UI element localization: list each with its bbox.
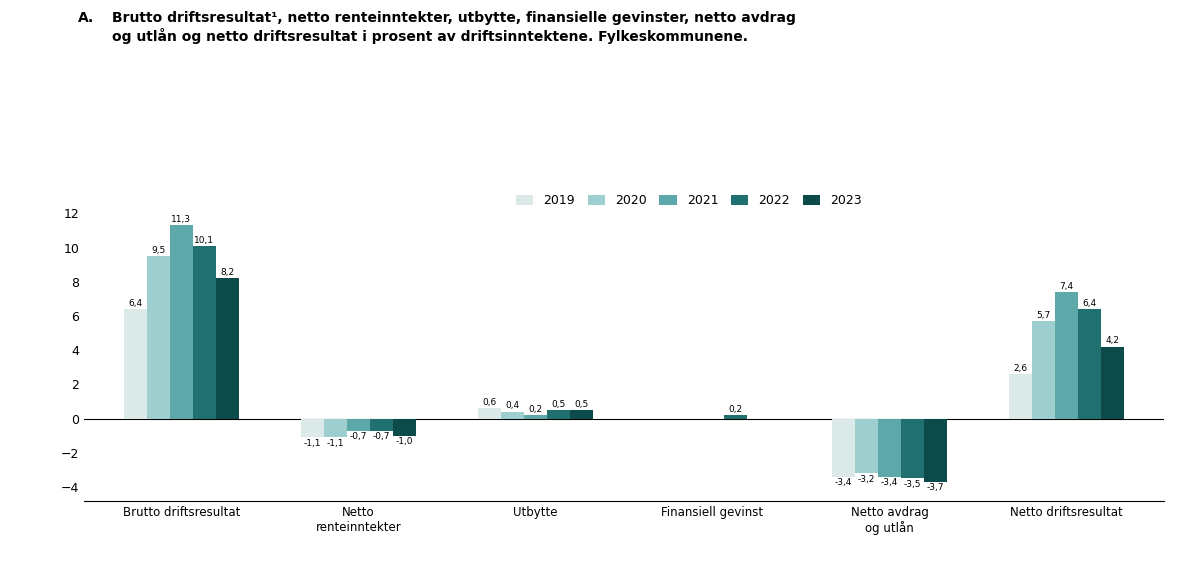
Text: 7,4: 7,4 (1060, 282, 1074, 291)
Bar (901, 419, 924, 479)
Text: 5,7: 5,7 (1037, 311, 1051, 320)
Text: -0,7: -0,7 (373, 432, 390, 441)
Text: 11,3: 11,3 (172, 215, 191, 224)
Bar (547, 410, 570, 419)
Bar (1102, 347, 1124, 419)
Bar (193, 246, 216, 419)
Text: 6,4: 6,4 (128, 299, 143, 308)
Text: 0,5: 0,5 (551, 399, 565, 409)
Text: Brutto driftsresultat¹, netto renteinntekter, utbytte, finansielle gevinster, ne: Brutto driftsresultat¹, netto renteinnte… (112, 11, 796, 44)
Text: 0,5: 0,5 (575, 399, 589, 409)
Bar (370, 419, 392, 431)
Bar (146, 256, 170, 419)
Bar (324, 419, 347, 438)
Bar (500, 412, 524, 419)
Text: -3,4: -3,4 (881, 478, 899, 487)
Text: 2,6: 2,6 (1014, 364, 1027, 373)
Text: -3,4: -3,4 (835, 478, 852, 487)
Bar (1032, 321, 1055, 419)
Bar (1009, 374, 1032, 419)
Text: -3,5: -3,5 (904, 480, 922, 489)
Text: 6,4: 6,4 (1082, 299, 1097, 308)
Text: 0,4: 0,4 (505, 401, 520, 410)
Bar (924, 419, 947, 482)
Text: 0,2: 0,2 (728, 405, 743, 414)
Bar (524, 415, 547, 419)
Bar (878, 419, 901, 477)
Bar (724, 415, 748, 419)
Text: -1,1: -1,1 (326, 439, 344, 448)
Text: 0,6: 0,6 (482, 398, 497, 407)
Bar (1055, 292, 1078, 419)
Text: 0,2: 0,2 (528, 405, 542, 414)
Text: -0,7: -0,7 (349, 432, 367, 441)
Bar (478, 409, 500, 419)
Text: 8,2: 8,2 (221, 268, 234, 277)
Bar (347, 419, 370, 431)
Text: -1,0: -1,0 (396, 437, 413, 446)
Bar (124, 309, 146, 419)
Bar (301, 419, 324, 438)
Text: 10,1: 10,1 (194, 236, 215, 245)
Text: -1,1: -1,1 (304, 439, 322, 448)
Text: -3,2: -3,2 (858, 475, 875, 484)
Legend: 2019, 2020, 2021, 2022, 2023: 2019, 2020, 2021, 2022, 2023 (516, 194, 862, 207)
Text: 4,2: 4,2 (1105, 336, 1120, 345)
Text: 9,5: 9,5 (151, 246, 166, 255)
Text: -3,7: -3,7 (926, 483, 944, 492)
Bar (856, 419, 878, 473)
Text: A.: A. (78, 11, 95, 26)
Bar (170, 225, 193, 419)
Bar (570, 410, 593, 419)
Bar (392, 419, 416, 436)
Bar (1078, 309, 1102, 419)
Bar (216, 278, 239, 419)
Bar (832, 419, 856, 477)
